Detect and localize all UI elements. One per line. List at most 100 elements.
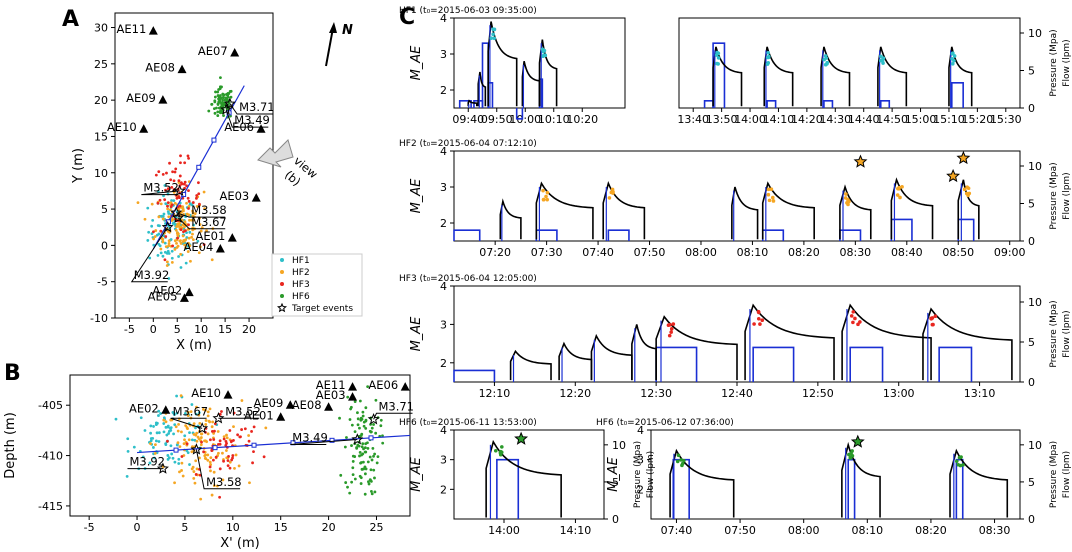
flow-trace	[849, 346, 884, 382]
panel-letter-c: C	[399, 5, 415, 30]
event-point-hf1	[159, 251, 163, 255]
x-tick-label: 13:00	[883, 387, 915, 400]
station-label: AE10	[107, 120, 137, 134]
right-y-tick-label: 0	[1028, 102, 1035, 115]
event-point-hf6	[225, 93, 228, 96]
event-label: M3.49	[292, 430, 328, 444]
event-leader	[177, 217, 226, 230]
event-point-hf3	[214, 455, 218, 459]
event-point-hf3	[165, 171, 168, 175]
event-point-hf6	[216, 90, 220, 94]
ae-event-point	[714, 53, 719, 57]
station-marker	[348, 382, 358, 391]
event-point-hf6	[343, 445, 347, 449]
event-point-hf6	[351, 466, 355, 470]
x-tick-label: 14:40	[848, 113, 880, 126]
event-point-hf2	[193, 481, 197, 485]
event-point-hf3	[187, 223, 190, 227]
panel-a-frame	[114, 12, 274, 319]
event-point-hf1	[132, 445, 136, 449]
event-point-hf1	[161, 254, 165, 258]
event-point-hf6	[353, 477, 357, 481]
ae-event-point	[848, 455, 853, 460]
event-point-hf3	[228, 466, 232, 470]
event-point-hf2	[190, 218, 194, 222]
event-point-hf1	[166, 249, 170, 253]
borehole-marker	[211, 137, 217, 143]
event-point-hf2	[206, 458, 210, 462]
legend-label: HF2	[292, 268, 310, 278]
event-point-hf1	[188, 463, 191, 466]
x-tick-label: 10	[226, 521, 240, 534]
ae-event-point	[858, 320, 862, 324]
event-point-hf1	[151, 218, 155, 222]
event-point-hf1	[165, 433, 169, 437]
pressure-trace	[877, 46, 908, 107]
x-tick-label: 14:00	[734, 113, 766, 126]
event-leader	[141, 190, 180, 196]
event-point-hf6	[369, 422, 372, 426]
pressure-trace	[744, 303, 835, 381]
event-point-hf2	[166, 207, 170, 211]
event-point-hf2	[177, 422, 180, 426]
x-tick-label: 12:20	[559, 387, 591, 400]
event-point-hf2	[167, 215, 171, 219]
event-point-hf2	[181, 240, 185, 243]
ae-event-point	[543, 53, 548, 58]
event-point-hf2	[181, 223, 185, 227]
event-label: M3.58	[206, 475, 242, 489]
target-event-star	[351, 433, 364, 445]
event-point-hf2	[175, 242, 178, 245]
ae-event-point	[900, 185, 904, 189]
event-point-hf3	[168, 161, 171, 165]
y-tick-label: 3	[440, 181, 447, 194]
target-event-star	[172, 211, 185, 223]
ae-event-point	[961, 463, 965, 467]
event-point-hf6	[372, 454, 375, 458]
event-point-hf1	[169, 426, 172, 430]
event-point-hf2	[167, 244, 171, 248]
left-axis-label: M_AE	[606, 456, 621, 492]
flow-trace	[655, 346, 698, 382]
event-point-hf6	[358, 450, 362, 454]
event-point-hf2	[186, 410, 190, 414]
event-point-hf6	[213, 111, 217, 115]
left-axis-label: M_AE	[409, 456, 424, 492]
event-point-hf2	[197, 413, 201, 417]
right-y-tick-label: 0	[1028, 235, 1035, 248]
event-point-hf3	[222, 437, 226, 441]
event-point-hf6	[374, 431, 378, 435]
right-axis-label: Flow (lpm)	[1062, 172, 1072, 219]
legend-marker	[280, 294, 284, 298]
north-label: N	[342, 23, 353, 38]
event-point-hf3	[220, 410, 223, 413]
station-label: AE03	[219, 189, 249, 203]
event-point-hf3	[175, 196, 179, 200]
ae-event-point	[675, 459, 680, 464]
event-point-hf6	[366, 460, 370, 464]
right-y-tick-label: 10	[1028, 160, 1042, 173]
target-event-star	[956, 150, 971, 165]
event-leader	[170, 417, 207, 429]
event-point-hf2	[164, 245, 168, 249]
event-point-hf2	[177, 181, 181, 184]
event-point-hf6	[362, 467, 366, 471]
event-point-hf2	[161, 217, 165, 221]
event-point-hf2	[178, 445, 182, 449]
panel-letter-b: B	[4, 361, 21, 386]
event-point-hf6	[379, 424, 383, 428]
x-tick-label: 10:20	[566, 113, 598, 126]
event-point-hf2	[192, 422, 196, 426]
station-label: AE08	[292, 398, 322, 412]
station-label: AE09	[254, 396, 284, 410]
y-tick-label: 3	[440, 48, 447, 61]
event-point-hf1	[170, 249, 174, 253]
pressure-trace	[521, 61, 541, 107]
station-marker	[285, 400, 295, 409]
legend-marker	[280, 258, 284, 262]
event-point-hf6	[353, 400, 357, 403]
event-point-hf1	[192, 223, 196, 227]
event-point-hf1	[157, 232, 161, 236]
event-point-hf6	[356, 423, 360, 427]
event-label: M3.49	[234, 113, 270, 127]
